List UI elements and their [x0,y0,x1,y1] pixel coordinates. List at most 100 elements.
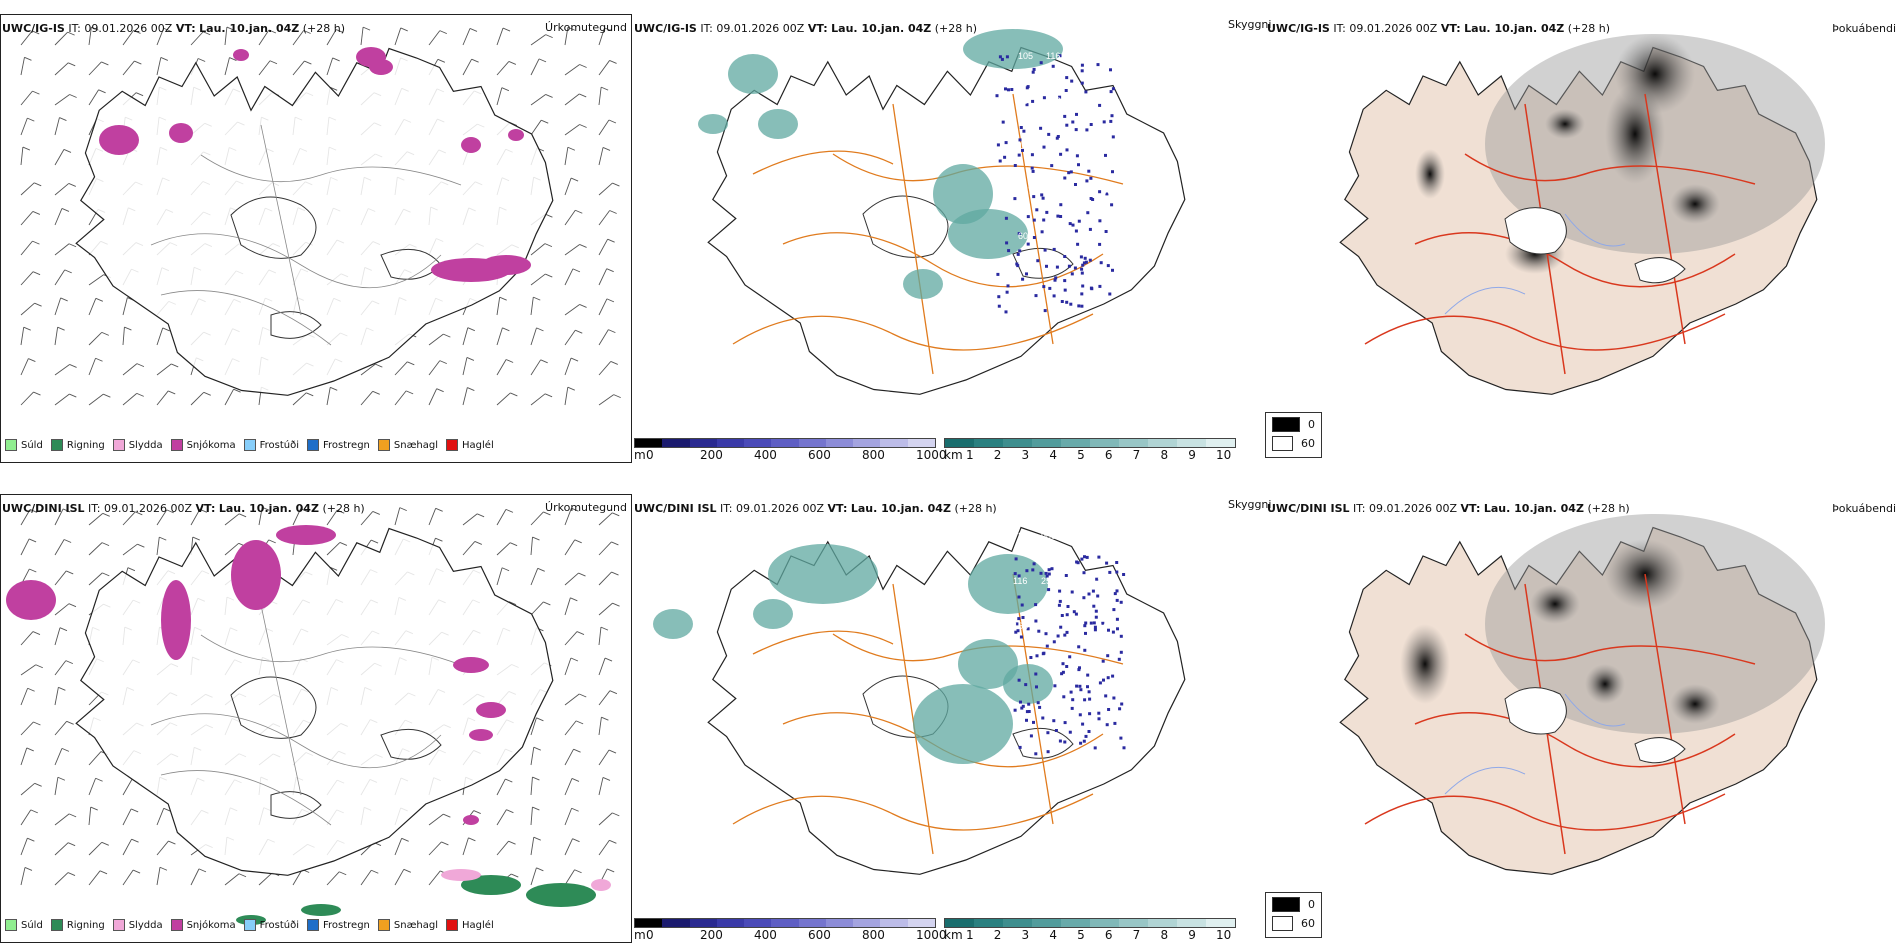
colorbar-segment [1119,439,1148,447]
wind-barb-flag [99,870,108,875]
low-cloud-pixel [1070,272,1074,276]
wind-barb-flag [435,537,443,542]
wind-barb-flag [579,93,587,98]
vt-value: Lau. 10.jan. 04Z [831,22,932,35]
wind-barb [564,748,574,766]
low-cloud-pixel [1079,688,1083,692]
wind-barb-flag [532,536,540,541]
scale-tick: 8 [1160,928,1169,942]
low-cloud-pixel [1038,705,1042,709]
low-cloud-pixel [1089,286,1093,290]
low-cloud-pixel [1057,603,1061,607]
wind-barb [598,119,610,136]
wind-barb [88,870,101,886]
fog-panel-1 [1265,14,1900,463]
colorbar-segment [1061,439,1090,447]
low-cloud-pixel [1088,712,1092,716]
low-cloud-pixel [1111,674,1115,678]
low-cloud-pixel [1021,277,1025,281]
wind-barb [394,27,402,46]
wind-barb-flag [467,387,475,391]
visibility-title-1: Skyggni [1228,18,1272,31]
wind-barb [258,872,273,886]
snow-area [508,129,524,141]
wind-barb-flag [608,119,617,124]
low-cloud-pixel [1086,685,1089,689]
wind-barb [598,238,609,256]
low-cloud-pixel [1025,103,1029,107]
low-cloud-pixel [1086,673,1090,677]
wind-barb [54,627,61,646]
wind-barb [598,512,613,526]
wind-barb [530,717,537,736]
low-cloud-pixel [1039,571,1043,575]
low-cloud-pixel [1089,621,1093,625]
it-label: IT: [68,22,81,35]
low-cloud-pixel [1058,599,1062,603]
low-cloud-pixel [1034,752,1038,756]
wind-barb-flag [602,777,611,781]
it-label: IT: [1353,502,1366,515]
wind-barb-flag [300,508,308,513]
wind-barb-flag [63,539,72,543]
low-cloud-pixel [1013,197,1017,201]
coastline [75,47,554,396]
colorbar-segment [798,919,826,927]
low-cloud-pixel [1043,248,1047,252]
wind-barb-flag [63,148,72,153]
low-cloud-pixel [1115,617,1119,621]
fog-high-swatch [1272,897,1300,912]
cloud-base-label: 116 [1013,576,1027,586]
low-cloud-pixel [1063,255,1067,258]
colorbar-segment [716,439,745,447]
wind-barb-flag [538,58,547,63]
coastline [75,527,554,876]
scale-unit: m [634,928,646,942]
wind-barb [394,390,407,406]
fog-core [1415,149,1445,199]
low-cloud-pixel [1042,96,1046,100]
wind-barb [258,60,271,76]
low-cloud-pixel [1026,242,1030,246]
wind-barb-flag [608,329,616,334]
low-cloud-pixel [1066,605,1070,608]
low-cloud-pixel [1087,592,1091,596]
height-ticks-2: m 0 200 400 600 800 1000 [634,928,947,942]
wind-barb-flag [61,747,70,752]
wind-barb-flag [22,146,31,151]
low-cloud-pixel [1115,570,1119,574]
wind-barb-flag [59,117,67,121]
legend-item: Snjókoma [170,439,236,451]
low-cloud-pixel [1083,256,1087,260]
wind-barb [54,62,69,76]
wind-barb [54,570,67,586]
wind-barb-flag [27,117,35,122]
cloud-base-labels: 736 900 220 107 116 255 114 104 163 125 92 94 [1013,531,1112,631]
fog-core [1545,109,1585,139]
low-cloud-pixel [1065,613,1069,617]
vt-label: VT: [175,22,196,35]
wind-barb-flag [102,512,110,517]
wind-barb-flag [136,363,145,368]
wind-barb-flag [506,809,514,814]
legend-label: Frostregn [323,919,370,931]
wind-barb-flag [608,749,617,754]
low-cloud-pixel [1058,589,1062,593]
low-cloud-pixel [1064,89,1068,92]
cloud-base-label: 116 [1046,51,1060,61]
wind-barb [20,211,34,226]
wind-barb [530,393,546,406]
cloud-base-label: 163 [1013,621,1028,631]
low-cloud-pixel [1097,717,1101,721]
low-cloud-pixel [1020,706,1024,710]
wind-barb [20,838,28,856]
legend-item: Slydda [112,439,163,451]
low-cloud-pixel [1010,88,1014,91]
visibility-map-1: 105 116 100 118 99 123 128 95 104 124 119 147 357 478… [698,29,1186,395]
wind-barb-flag [68,243,77,248]
wind-barb-flag [28,358,36,362]
low-cloud-pixel [1093,746,1097,750]
rain-area [461,875,521,895]
coastline [1339,526,1818,875]
wind-barb [88,751,102,766]
